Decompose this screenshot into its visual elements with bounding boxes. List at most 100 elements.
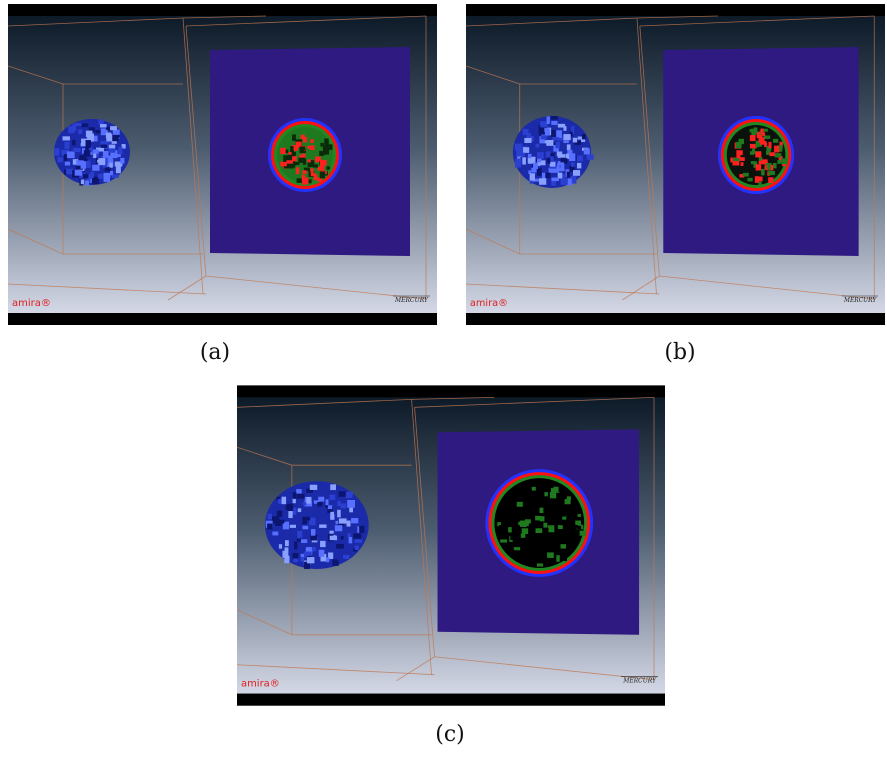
voxel bbox=[297, 494, 305, 499]
voxel bbox=[267, 524, 272, 530]
texture bbox=[575, 521, 581, 525]
texture bbox=[523, 558, 528, 563]
texture bbox=[775, 153, 782, 157]
logo: amira® bbox=[12, 298, 51, 309]
texture bbox=[572, 525, 577, 529]
voxel bbox=[68, 126, 74, 133]
texture bbox=[517, 537, 521, 540]
voxel bbox=[560, 179, 567, 185]
caption: (b) bbox=[664, 340, 695, 365]
voxel bbox=[346, 492, 353, 498]
texture bbox=[286, 160, 293, 163]
voxel bbox=[326, 557, 329, 562]
voxel bbox=[349, 537, 353, 543]
voxel bbox=[267, 514, 272, 520]
voxel bbox=[551, 121, 557, 125]
texture bbox=[570, 537, 574, 543]
texture bbox=[517, 502, 523, 507]
texture bbox=[750, 151, 754, 155]
texture bbox=[292, 152, 296, 156]
voxel bbox=[306, 497, 310, 504]
voxel bbox=[100, 124, 106, 127]
voxel bbox=[347, 500, 355, 508]
texture bbox=[755, 142, 759, 147]
voxel bbox=[353, 534, 361, 539]
voxel bbox=[302, 526, 308, 530]
voxel bbox=[541, 135, 547, 139]
voxel bbox=[551, 130, 556, 137]
texture bbox=[536, 528, 543, 533]
voxel bbox=[86, 140, 91, 148]
texture bbox=[550, 492, 556, 498]
voxel bbox=[355, 539, 362, 543]
texture bbox=[781, 158, 787, 164]
voxel bbox=[317, 502, 322, 506]
texture bbox=[295, 162, 300, 165]
voxel bbox=[110, 171, 113, 175]
texture bbox=[510, 535, 514, 540]
voxel bbox=[98, 174, 103, 179]
texture bbox=[774, 146, 779, 153]
voxel bbox=[54, 148, 59, 156]
texture bbox=[537, 545, 544, 549]
texture bbox=[538, 522, 542, 528]
texture bbox=[310, 139, 313, 143]
voxel bbox=[300, 557, 303, 562]
voxel bbox=[330, 512, 334, 520]
texture bbox=[529, 499, 533, 503]
voxel bbox=[339, 518, 347, 523]
texture bbox=[314, 174, 318, 180]
voxel bbox=[93, 149, 99, 153]
voxel bbox=[79, 155, 85, 160]
voxel bbox=[293, 508, 297, 516]
voxel bbox=[310, 485, 317, 490]
texture bbox=[523, 549, 530, 553]
texture bbox=[558, 525, 563, 529]
voxel bbox=[523, 147, 529, 153]
texture bbox=[561, 513, 566, 516]
texture bbox=[547, 552, 554, 558]
voxel bbox=[547, 116, 550, 124]
voxel bbox=[318, 497, 324, 502]
texture bbox=[508, 527, 511, 532]
texture bbox=[756, 164, 762, 170]
texture bbox=[541, 552, 544, 556]
voxel bbox=[73, 148, 80, 152]
texture bbox=[580, 531, 587, 536]
voxel bbox=[546, 158, 550, 164]
texture bbox=[536, 559, 539, 562]
voxel bbox=[120, 158, 124, 164]
voxel bbox=[109, 163, 112, 168]
texture bbox=[574, 532, 581, 536]
texture bbox=[320, 172, 325, 179]
texture bbox=[768, 177, 773, 183]
voxel bbox=[341, 503, 346, 508]
voxel bbox=[347, 521, 351, 527]
texture bbox=[522, 543, 525, 550]
voxel bbox=[542, 173, 545, 179]
texture bbox=[740, 157, 745, 161]
voxel bbox=[325, 499, 328, 505]
voxel bbox=[329, 531, 333, 534]
voxel bbox=[515, 159, 521, 163]
voxel bbox=[584, 148, 590, 154]
voxel bbox=[57, 157, 62, 162]
voxel bbox=[288, 504, 294, 511]
voxel bbox=[75, 170, 82, 176]
texture bbox=[768, 171, 775, 175]
footer-bar bbox=[237, 694, 665, 706]
texture bbox=[760, 129, 763, 135]
voxel bbox=[272, 531, 278, 535]
voxel bbox=[86, 162, 90, 168]
footer-bar bbox=[8, 313, 437, 325]
texture bbox=[311, 168, 314, 173]
voxel bbox=[587, 154, 594, 160]
voxel bbox=[335, 525, 342, 531]
voxel bbox=[522, 153, 525, 156]
texture bbox=[759, 137, 765, 142]
voxel bbox=[83, 174, 88, 178]
texture bbox=[307, 159, 310, 162]
texture bbox=[323, 145, 329, 151]
voxel bbox=[293, 559, 298, 563]
footer-bar bbox=[466, 313, 885, 325]
